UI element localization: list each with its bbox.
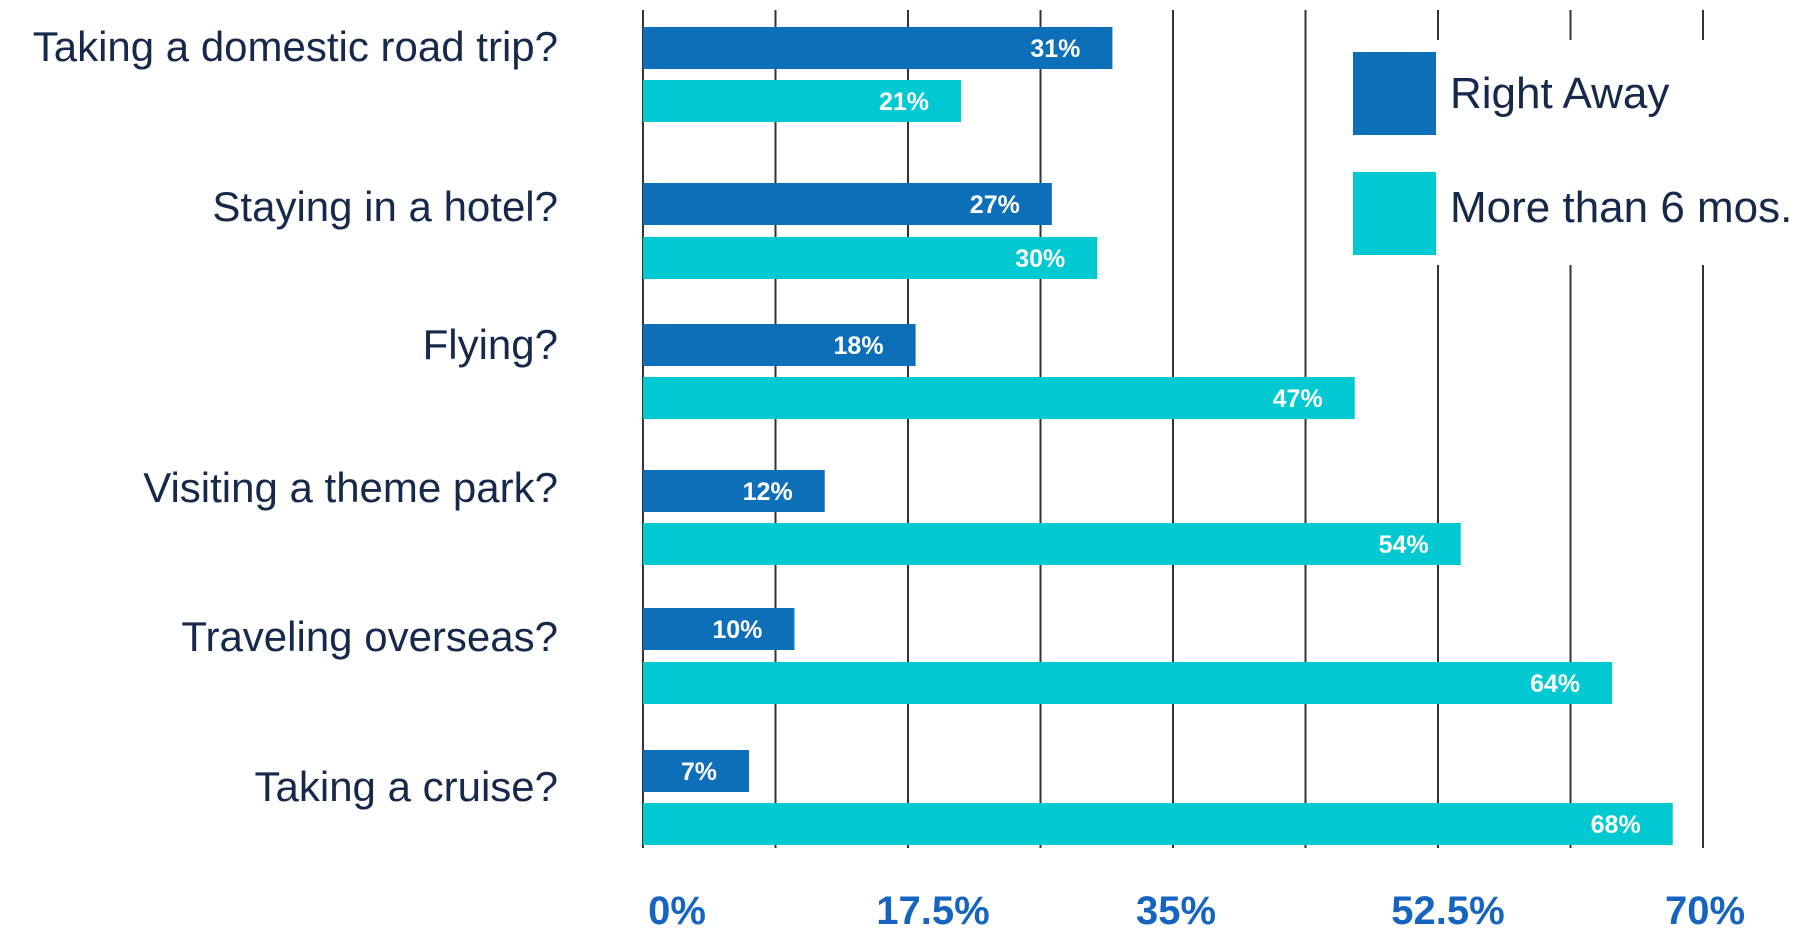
bar-right-away: [643, 608, 795, 650]
bar-right-away: [643, 27, 1113, 69]
bar-value-label: 64%: [1530, 670, 1580, 698]
legend: Right Away More than 6 mos.: [1327, 40, 1797, 265]
x-tick-label: 0%: [648, 889, 706, 933]
x-tick-label: 17.5%: [876, 889, 989, 933]
bar-value-label: 31%: [1030, 35, 1080, 63]
legend-label-more-than-6-mos: More than 6 mos.: [1450, 183, 1792, 232]
x-tick-labels: 0% 17.5% 35% 52.5% 70%: [648, 889, 1745, 933]
bar-more-than-6-mos: [643, 662, 1613, 704]
bar-more-than-6-mos: [643, 237, 1098, 279]
bar-value-label: 18%: [834, 332, 884, 360]
bar-right-away: [643, 183, 1052, 225]
bar-labels: 31% 27% 18% 12% 10% 7% 21% 30% 47% 54% 64% 68%: [681, 35, 1641, 839]
bar-more-than-6-mos: [643, 80, 961, 122]
category-label: Flying?: [423, 321, 558, 368]
legend-swatch-more-than-6-mos: [1353, 172, 1436, 255]
category-label: Taking a domestic road trip?: [33, 23, 558, 70]
legend-label-right-away: Right Away: [1450, 69, 1669, 118]
bar-right-away: [643, 750, 749, 792]
bar-value-label: 12%: [743, 478, 793, 506]
bar-value-label: 68%: [1591, 811, 1641, 839]
category-label: Taking a cruise?: [255, 763, 559, 810]
legend-swatch-right-away: [1353, 52, 1436, 135]
category-label: Traveling overseas?: [181, 613, 558, 660]
bar-value-label: 10%: [712, 616, 762, 644]
category-labels: Taking a domestic road trip? Staying in a…: [33, 23, 558, 810]
bar-more-than-6-mos: [643, 803, 1673, 845]
x-tick-label: 52.5%: [1391, 889, 1504, 933]
bar-value-label: 47%: [1273, 385, 1323, 413]
bar-value-label: 30%: [1015, 245, 1065, 273]
x-tick-label: 35%: [1136, 889, 1216, 933]
category-label: Staying in a hotel?: [212, 183, 558, 230]
bar-value-label: 27%: [970, 191, 1020, 219]
x-tick-label: 70%: [1665, 889, 1745, 933]
category-label: Visiting a theme park?: [143, 464, 558, 511]
bar-right-away: [643, 324, 916, 366]
bar-value-label: 21%: [879, 88, 929, 116]
bar-right-away: [643, 470, 825, 512]
bars: [643, 27, 1673, 845]
bar-value-label: 7%: [681, 758, 717, 786]
bar-value-label: 54%: [1379, 531, 1429, 559]
bar-more-than-6-mos: [643, 523, 1461, 565]
bar-more-than-6-mos: [643, 377, 1355, 419]
